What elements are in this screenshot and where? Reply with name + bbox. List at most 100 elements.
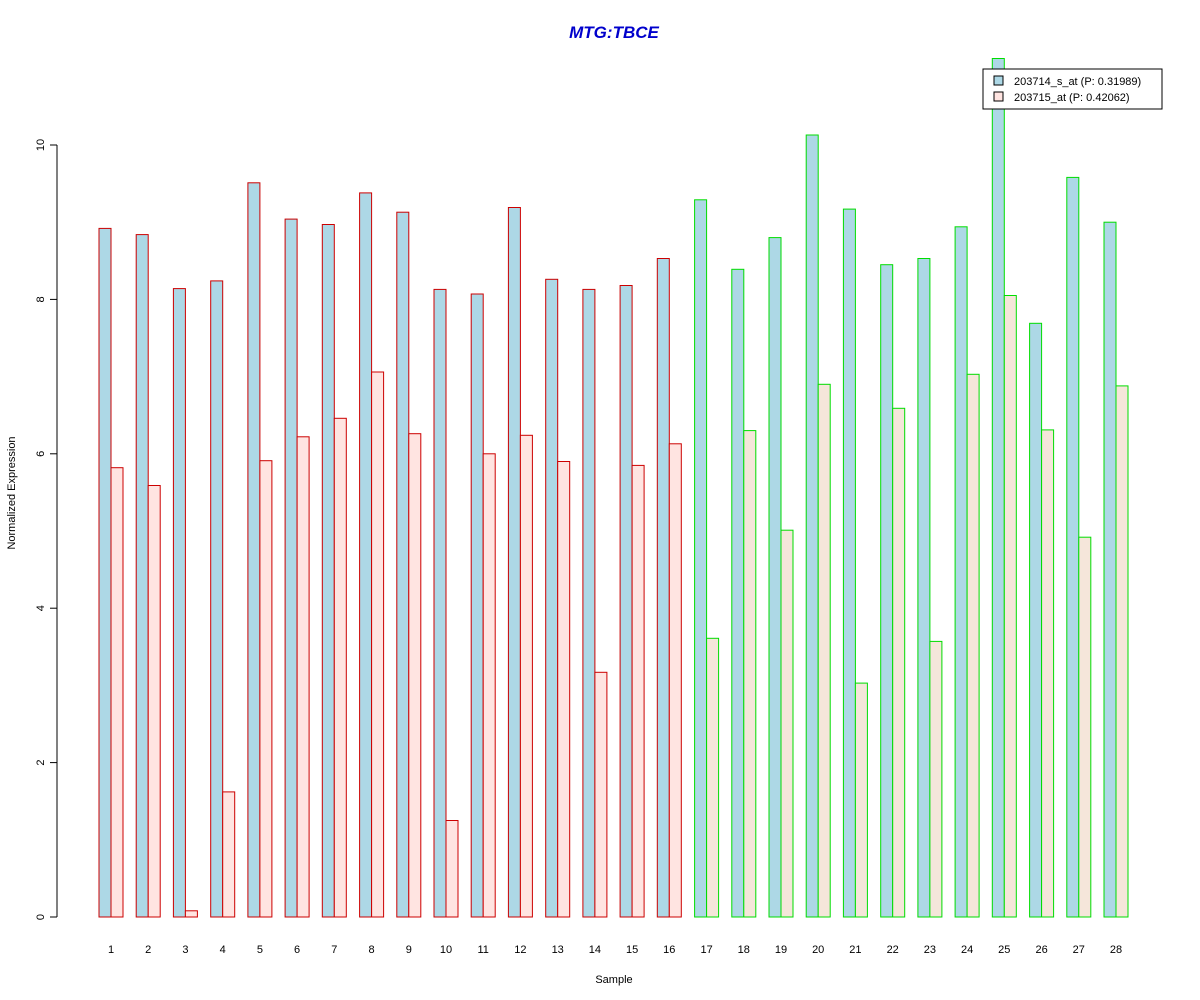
bar-series-2-sample-22: [892, 407, 906, 918]
bar-series-2-sample-27: [1078, 536, 1092, 918]
y-tick-label: 0: [35, 914, 47, 920]
y-axis-title: Normalized Expression: [6, 436, 18, 549]
x-tick-label: 13: [552, 944, 564, 956]
x-tick-label: 14: [589, 944, 601, 956]
bars-layer: [98, 58, 1129, 918]
x-tick-label: 1: [108, 944, 114, 956]
legend-label-series-2: 203715_at (P: 0.42062): [1014, 92, 1130, 104]
bar-series-1-sample-27: [1066, 176, 1080, 918]
x-tick-label: 19: [775, 944, 787, 956]
bar-series-1-sample-28: [1103, 221, 1117, 918]
bar-series-1-sample-22: [880, 264, 894, 918]
bar-series-1-sample-14: [582, 288, 596, 918]
x-tick-label: 4: [220, 944, 226, 956]
bar-series-2-sample-20: [817, 383, 831, 918]
bar-series-2-sample-9: [408, 433, 422, 918]
bar-series-2-sample-28: [1115, 385, 1129, 918]
bar-series-1-sample-17: [694, 199, 708, 918]
x-tick-label: 22: [887, 944, 899, 956]
bar-series-1-sample-15: [619, 285, 633, 918]
y-axis: 0 2 4 6 8 10: [35, 139, 58, 920]
bar-series-2-sample-8: [371, 371, 385, 918]
bar-series-2-sample-23: [929, 640, 943, 918]
bar-series-2-sample-24: [966, 373, 980, 918]
x-tick-label: 11: [477, 944, 488, 956]
x-tick-label: 2: [145, 944, 151, 956]
y-tick-label: 4: [35, 605, 47, 611]
bar-series-1-sample-9: [396, 211, 410, 918]
bar-series-2-sample-12: [519, 434, 533, 918]
bar-series-1-sample-26: [1029, 322, 1043, 918]
bar-series-2-sample-4: [222, 791, 236, 918]
x-tick-label: 23: [924, 944, 936, 956]
bar-series-2-sample-3: [184, 910, 198, 918]
x-tick-label: 15: [626, 944, 638, 956]
bar-series-2-sample-17: [706, 637, 720, 918]
legend-box: [982, 68, 1163, 110]
bar-series-2-sample-13: [557, 461, 571, 918]
chart-title: MTG:TBCE: [569, 23, 659, 42]
x-tick-label: 7: [331, 944, 337, 956]
y-tick-label: 10: [35, 139, 47, 151]
x-tick-label: 3: [182, 944, 188, 956]
legend-label-series-1: 203714_s_at (P: 0.31989): [1014, 76, 1141, 88]
bar-series-2-sample-18: [743, 430, 757, 918]
x-tick-label: 5: [257, 944, 263, 956]
x-tick-label: 27: [1073, 944, 1085, 956]
bar-series-2-sample-5: [259, 460, 273, 918]
x-tick-label: 12: [514, 944, 526, 956]
x-tick-label: 8: [369, 944, 375, 956]
bar-series-2-sample-7: [333, 417, 347, 918]
bar-series-1-sample-13: [545, 278, 559, 918]
bar-series-1-sample-12: [507, 207, 521, 918]
bar-series-1-sample-5: [247, 182, 261, 918]
bar-series-2-sample-6: [296, 436, 310, 918]
bar-series-1-sample-25: [991, 58, 1005, 918]
x-tick-label: 24: [961, 944, 973, 956]
bar-series-2-sample-11: [482, 453, 496, 918]
bar-series-1-sample-10: [433, 288, 447, 918]
bar-series-2-sample-19: [780, 529, 794, 918]
x-axis-title: Sample: [595, 974, 632, 986]
bar-series-1-sample-24: [954, 226, 968, 918]
bar-series-1-sample-2: [135, 234, 149, 918]
bar-series-1-sample-23: [917, 258, 931, 918]
x-tick-label: 10: [440, 944, 452, 956]
bar-series-2-sample-25: [1003, 295, 1017, 918]
y-tick-label: 2: [35, 760, 47, 766]
x-tick-label: 18: [738, 944, 750, 956]
bar-series-2-sample-21: [854, 682, 868, 918]
bar-series-1-sample-18: [731, 268, 745, 918]
bar-series-1-sample-6: [284, 218, 298, 918]
x-tick-label: 6: [294, 944, 300, 956]
bar-series-1-sample-11: [470, 293, 484, 918]
x-tick-label: 25: [998, 944, 1010, 956]
x-tick-label: 9: [406, 944, 412, 956]
x-tick-label: 21: [849, 944, 861, 956]
bar-series-2-sample-1: [110, 467, 124, 918]
x-tick-label: 16: [663, 944, 675, 956]
bar-series-1-sample-7: [321, 224, 335, 918]
bar-series-1-sample-16: [656, 258, 670, 918]
bar-series-2-sample-15: [631, 464, 645, 918]
bar-series-2-sample-10: [445, 820, 459, 918]
y-tick-label: 8: [35, 296, 47, 302]
legend-swatch-series-2: [993, 91, 1004, 102]
bar-series-1-sample-21: [842, 208, 856, 918]
bar-series-1-sample-1: [98, 227, 112, 918]
bar-series-1-sample-3: [172, 288, 186, 918]
y-tick-label: 6: [35, 451, 47, 457]
legend-swatch-series-1: [993, 75, 1004, 86]
bar-series-2-sample-14: [594, 671, 608, 918]
bar-series-2-sample-16: [668, 443, 682, 918]
bar-series-2-sample-2: [147, 485, 161, 918]
x-tick-label: 26: [1035, 944, 1047, 956]
legend: 203714_s_at (P: 0.31989) 203715_at (P: 0…: [982, 68, 1163, 110]
bar-series-2-sample-26: [1041, 429, 1055, 918]
bar-series-1-sample-4: [210, 280, 224, 918]
x-tick-label: 20: [812, 944, 824, 956]
bar-series-1-sample-8: [359, 192, 373, 918]
bar-series-1-sample-19: [768, 237, 782, 918]
x-tick-label: 28: [1110, 944, 1122, 956]
